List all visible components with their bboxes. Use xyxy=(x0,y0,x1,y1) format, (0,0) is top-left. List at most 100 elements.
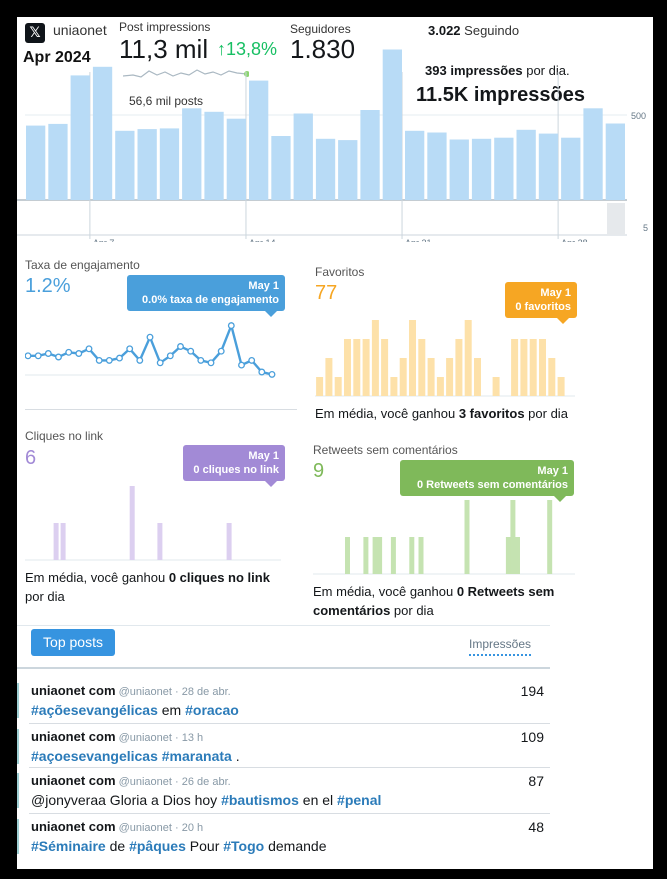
impression-bar[interactable] xyxy=(338,140,358,200)
chart-bar[interactable] xyxy=(60,523,66,560)
chart-bar[interactable] xyxy=(505,537,511,574)
impression-bar[interactable] xyxy=(204,111,224,200)
engagement-point[interactable] xyxy=(105,356,113,364)
chart-bar[interactable] xyxy=(325,358,333,396)
chart-bar[interactable] xyxy=(515,537,520,574)
hashtag-link[interactable]: #maranata xyxy=(161,748,232,764)
engagement-point[interactable] xyxy=(217,347,225,355)
chart-bar[interactable] xyxy=(547,500,553,574)
impression-bar[interactable] xyxy=(583,108,603,200)
impression-bar[interactable] xyxy=(315,138,336,200)
engagement-point[interactable] xyxy=(136,356,144,364)
chart-bar[interactable] xyxy=(363,537,369,574)
impression-bar[interactable] xyxy=(48,123,68,200)
top-post-row[interactable]: uniaonet com @uniaonet · 13 h #açoesevang… xyxy=(17,729,564,764)
impression-bar[interactable] xyxy=(471,138,492,200)
impression-bar[interactable] xyxy=(70,75,90,200)
top-post-row[interactable]: uniaonet com @uniaonet · 28 de abr. #açõe… xyxy=(17,683,564,718)
impression-bar[interactable] xyxy=(26,125,46,200)
hashtag-link[interactable]: #açoesevangelicas xyxy=(31,748,158,764)
impression-bar[interactable] xyxy=(360,110,380,200)
chart-bar[interactable] xyxy=(520,339,528,396)
engagement-point[interactable] xyxy=(197,356,205,364)
hashtag-link[interactable]: #açõesevangélicas xyxy=(31,702,158,718)
chart-bar[interactable] xyxy=(409,320,416,396)
chart-bar[interactable] xyxy=(446,358,454,396)
engagement-point[interactable] xyxy=(268,370,276,378)
hashtag-link[interactable]: #pâques xyxy=(129,838,186,854)
chart-bar[interactable] xyxy=(464,320,472,396)
chart-bar[interactable] xyxy=(390,377,398,396)
impression-bar[interactable] xyxy=(427,132,447,201)
chart-bar[interactable] xyxy=(226,523,232,560)
chart-bar[interactable] xyxy=(372,537,378,574)
impression-bar[interactable] xyxy=(538,133,559,200)
engagement-point[interactable] xyxy=(44,350,52,357)
impressions-tab[interactable]: Impressões xyxy=(469,637,532,656)
top-posts-tab[interactable]: Top posts xyxy=(31,629,115,656)
impression-bar[interactable] xyxy=(159,128,180,200)
impression-bar[interactable] xyxy=(249,80,269,200)
hashtag-link[interactable]: #bautismos xyxy=(221,792,299,808)
engagement-point[interactable] xyxy=(207,359,215,367)
engagement-point[interactable] xyxy=(55,353,62,361)
engagement-point[interactable] xyxy=(177,343,184,350)
chart-bar[interactable] xyxy=(316,377,324,396)
chart-bar[interactable] xyxy=(436,377,444,396)
engagement-point[interactable] xyxy=(258,368,266,376)
engagement-point[interactable] xyxy=(75,350,83,357)
engagement-point[interactable] xyxy=(227,322,235,330)
chart-bar[interactable] xyxy=(409,537,415,574)
chart-bar[interactable] xyxy=(381,339,389,396)
top-post-row[interactable]: uniaonet com @uniaonet · 20 h #Séminaire … xyxy=(17,819,564,854)
chart-bar[interactable] xyxy=(539,339,546,396)
chart-bar[interactable] xyxy=(157,523,163,560)
chart-bar[interactable] xyxy=(344,339,351,396)
impression-bar[interactable] xyxy=(449,139,469,201)
impression-bar[interactable] xyxy=(561,137,581,200)
impression-bar[interactable] xyxy=(494,137,514,200)
chart-bar[interactable] xyxy=(474,358,481,396)
engagement-point[interactable] xyxy=(156,359,164,367)
impression-bar[interactable] xyxy=(92,66,113,200)
chart-bar[interactable] xyxy=(557,377,565,396)
chart-bar[interactable] xyxy=(548,358,556,396)
engagement-point[interactable] xyxy=(187,347,195,355)
engagement-point[interactable] xyxy=(248,356,256,364)
engagement-point[interactable] xyxy=(166,352,174,360)
impression-bar[interactable] xyxy=(605,123,625,201)
chart-bar[interactable] xyxy=(377,537,383,574)
chart-bar[interactable] xyxy=(418,339,426,396)
chart-bar[interactable] xyxy=(53,523,59,560)
chart-bar[interactable] xyxy=(390,537,396,574)
hashtag-link[interactable]: #Séminaire xyxy=(31,838,106,854)
impression-bar[interactable] xyxy=(226,118,246,200)
engagement-point[interactable] xyxy=(116,354,123,362)
impression-bar[interactable] xyxy=(271,136,291,200)
engagement-point[interactable] xyxy=(65,348,73,356)
engagement-point[interactable] xyxy=(25,352,32,360)
hashtag-link[interactable]: #oracao xyxy=(185,702,239,718)
chart-bar[interactable] xyxy=(129,486,135,560)
chart-bar[interactable] xyxy=(511,339,519,396)
chart-bar[interactable] xyxy=(510,500,516,574)
impression-bar[interactable] xyxy=(137,129,157,200)
impression-bar[interactable] xyxy=(293,113,313,201)
chart-bar[interactable] xyxy=(455,339,463,396)
engagement-point[interactable] xyxy=(238,361,245,369)
chart-bar[interactable] xyxy=(399,358,407,396)
impression-bar[interactable] xyxy=(516,129,536,200)
top-post-row[interactable]: uniaonet com @uniaonet · 26 de abr. @jony… xyxy=(17,773,564,808)
hashtag-link[interactable]: #penal xyxy=(337,792,382,808)
engagement-point[interactable] xyxy=(95,356,103,364)
impression-bar[interactable] xyxy=(182,108,202,200)
chart-bar[interactable] xyxy=(345,537,350,574)
impression-bar[interactable] xyxy=(405,130,425,200)
hashtag-link[interactable]: #Togo xyxy=(223,838,265,854)
account-handle[interactable]: uniaonet xyxy=(53,22,107,38)
engagement-point[interactable] xyxy=(85,345,93,353)
chart-bar[interactable] xyxy=(492,377,500,396)
engagement-point[interactable] xyxy=(34,352,42,360)
chart-bar[interactable] xyxy=(371,320,379,396)
chart-bar[interactable] xyxy=(334,377,342,396)
